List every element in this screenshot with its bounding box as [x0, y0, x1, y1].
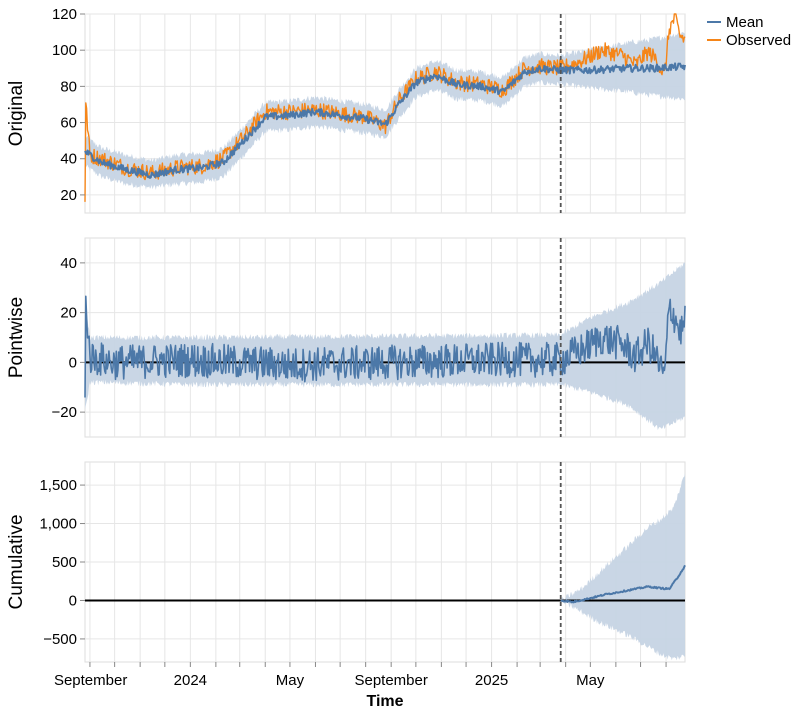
confidence-band [85, 262, 685, 431]
y-tick-label: −20 [52, 404, 77, 421]
mean-line [560, 564, 686, 604]
y-tick-label: 1,000 [39, 516, 77, 533]
mean-line [84, 295, 686, 398]
x-tick-label: 2024 [174, 672, 207, 689]
y-tick-label: 0 [69, 592, 77, 609]
y-tick-label: 100 [52, 42, 77, 59]
x-tick-label: September [354, 672, 427, 689]
panel-cumulative: −500 0 500 1,000 1,500 Cumulative [6, 461, 686, 663]
mean-line [84, 62, 686, 179]
y-tick-label: 0 [69, 354, 77, 371]
confidence-band [560, 473, 685, 661]
y-tick-label: 20 [60, 187, 77, 204]
legend-label-observed: Observed [726, 32, 791, 49]
x-tick-label: September [54, 672, 127, 689]
y-tick-label: 120 [52, 6, 77, 23]
x-tick-label: 2025 [475, 672, 508, 689]
observed-line [84, 13, 686, 202]
x-tick-label: May [276, 672, 305, 689]
y-tick-label: 500 [52, 554, 77, 571]
y-axis-title: Pointwise [6, 297, 27, 378]
x-axis-title: Time [366, 693, 403, 710]
panel-pointwise: −20 0 20 40 Pointwise [6, 237, 686, 438]
y-axis-title: Original [6, 81, 27, 146]
x-tick-label: May [576, 672, 605, 689]
y-tick-label: −500 [43, 631, 77, 648]
panel-original: 20 40 60 80 100 120 Original [6, 6, 686, 214]
y-tick-label: 1,500 [39, 477, 77, 494]
y-tick-label: 40 [60, 151, 77, 168]
legend-label-mean: Mean [726, 14, 764, 31]
y-tick-label: 40 [60, 255, 77, 272]
y-tick-label: 60 [60, 115, 77, 132]
y-tick-label: 80 [60, 78, 77, 95]
y-axis-title: Cumulative [6, 514, 27, 609]
y-tick-label: 20 [60, 305, 77, 322]
